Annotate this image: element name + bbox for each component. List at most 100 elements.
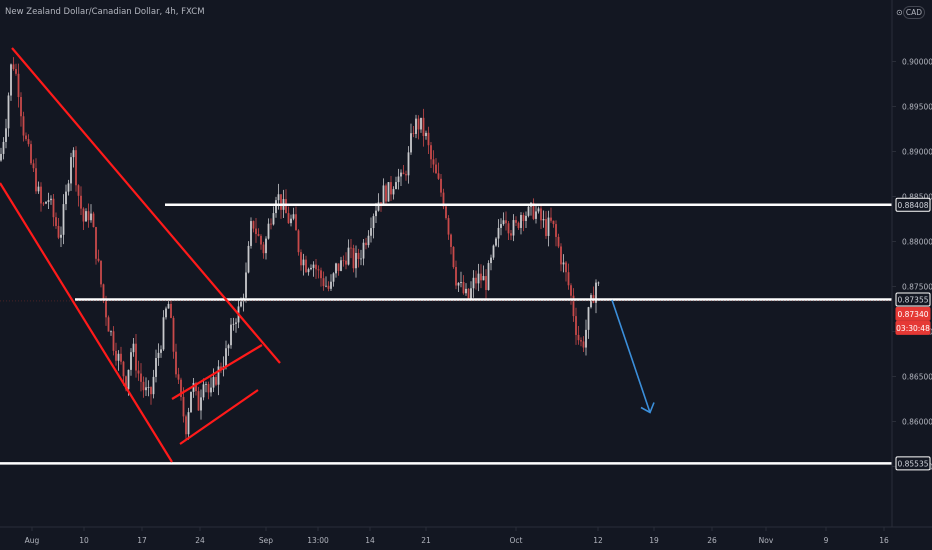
candle-body: [305, 259, 307, 273]
candle-body: [552, 220, 555, 225]
candle-body: [62, 204, 65, 235]
candle-body: [105, 299, 107, 318]
candle-body: [300, 252, 302, 266]
candle-body: [390, 182, 392, 195]
candle-body: [225, 348, 227, 367]
candle-body: [527, 206, 530, 216]
candle-body: [87, 211, 90, 221]
candle-body: [482, 276, 485, 281]
candle-body: [455, 267, 457, 286]
current-price-tag: 0.87340: [895, 306, 931, 321]
candle-body: [335, 263, 337, 274]
candle-body: [112, 331, 115, 351]
candle-body: [72, 150, 75, 158]
candle-body: [155, 358, 157, 377]
projection-arrow-head[interactable]: [640, 402, 655, 414]
candle-body: [247, 245, 250, 273]
level-price-tag-label: 0.88408: [897, 201, 928, 210]
candle-body: [490, 257, 492, 264]
candle-body: [127, 369, 130, 390]
candle-body: [285, 199, 287, 214]
current-price-tag-bg: [895, 306, 931, 321]
projection-arrow-shaft[interactable]: [611, 299, 651, 413]
candle-body: [345, 260, 347, 265]
candle-body: [487, 263, 490, 291]
candle-body: [582, 341, 585, 348]
candle-body: [115, 350, 117, 361]
candle-body: [125, 376, 127, 390]
symbol-title[interactable]: New Zealand Dollar/Canadian Dollar, 4h, …: [5, 7, 205, 17]
candle-body: [430, 145, 432, 160]
time-tick-label: Sep: [259, 536, 273, 545]
candle-body: [447, 218, 450, 235]
candle-body: [277, 194, 280, 201]
candle-body: [307, 269, 310, 273]
candle-body: [257, 234, 260, 236]
candle-body: [400, 172, 402, 177]
price-tags: 0.88408 0.87355 0.85535 0.87340 03:30:48: [895, 197, 931, 471]
currency-badge[interactable]: ⊙ CAD: [896, 6, 925, 19]
candle-body: [375, 210, 377, 217]
candle-body: [532, 202, 535, 219]
candle-body: [367, 235, 370, 246]
candle-body: [410, 133, 412, 153]
price-tick-label: 0.87500: [902, 283, 932, 292]
candle-body: [407, 152, 410, 176]
candle-body: [322, 278, 325, 287]
price-tick-label: 0.88500: [902, 193, 932, 202]
candle-body: [412, 133, 415, 135]
candle-body: [557, 236, 560, 247]
flag-lower-line[interactable]: [179, 389, 259, 445]
candle-body: [437, 173, 440, 179]
candle-body: [35, 168, 37, 192]
candle-body: [450, 234, 452, 247]
candle-body: [65, 191, 67, 205]
candle-body: [342, 260, 345, 262]
candle-body: [312, 264, 315, 268]
time-tick-label: Nov: [759, 536, 774, 545]
price-tick-label: 0.89000: [902, 148, 932, 157]
candle-body: [100, 260, 102, 285]
price-tick-label: 0.88000: [902, 238, 932, 247]
candle-body: [5, 128, 7, 142]
channel-upper-line[interactable]: [11, 47, 281, 364]
candle-body: [200, 397, 202, 411]
time-tick-label: 26: [707, 536, 717, 545]
candle-body: [382, 185, 385, 204]
candle-body: [417, 118, 420, 130]
candle-body: [485, 276, 487, 291]
candle-body: [85, 211, 87, 222]
candle-body: [290, 218, 292, 224]
candle-body: [170, 303, 172, 318]
candle-body: [337, 263, 340, 271]
candle-body: [330, 281, 332, 289]
candle-body: [452, 246, 455, 268]
candle-body: [460, 282, 462, 283]
candle-body: [572, 295, 575, 317]
candle-body: [525, 215, 527, 221]
flag-upper-line[interactable]: [171, 344, 263, 400]
channel-lower-line[interactable]: [0, 182, 173, 463]
candle-body: [467, 288, 470, 299]
candle-body: [162, 317, 165, 350]
candle-body: [310, 267, 312, 270]
candle-body: [517, 222, 520, 228]
candle-body: [55, 217, 57, 226]
candle-body: [187, 412, 190, 435]
candle-body: [137, 370, 140, 374]
candle-body: [580, 340, 582, 342]
lock-icon[interactable]: ⊙: [896, 8, 903, 17]
candle-body: [442, 192, 445, 207]
time-tick-label: 17: [137, 536, 147, 545]
candle-body: [272, 213, 275, 225]
candle-body: [202, 384, 205, 398]
candles: [0, 57, 600, 440]
candle-body: [75, 150, 77, 186]
candle-body: [432, 159, 435, 165]
candle-body: [445, 206, 447, 219]
drawings[interactable]: [0, 47, 892, 465]
candle-body: [252, 221, 255, 229]
candle-body: [52, 198, 55, 218]
candle-body: [405, 174, 407, 176]
